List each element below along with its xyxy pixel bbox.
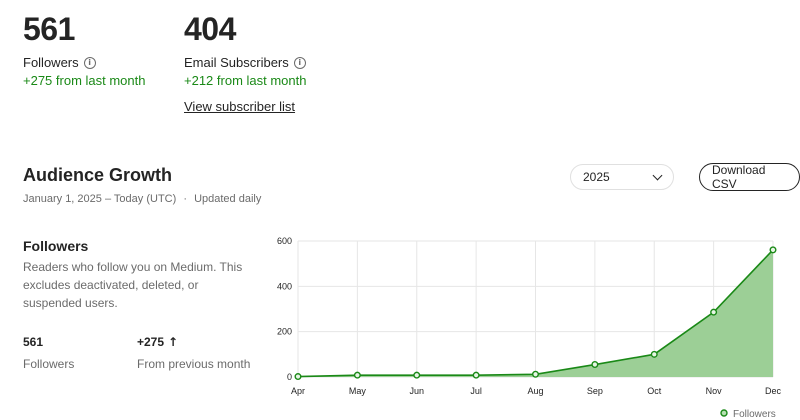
legend-marker [720,409,728,417]
followers-label: Followers [23,55,79,70]
data-point [353,371,361,379]
email-subscribers-delta: +212 from last month [184,73,307,88]
chevron-down-icon [652,170,663,180]
x-tick-label: Dec [765,386,782,396]
panel-title: Followers [23,238,89,254]
y-tick-label: 0 [287,372,292,382]
year-select-value: 2025 [583,170,610,184]
data-point [532,370,540,378]
info-icon[interactable]: i [293,56,306,69]
x-tick-label: Apr [291,386,305,396]
email-subscribers-count: 404 [184,11,236,47]
y-tick-label: 400 [277,281,292,291]
view-subscriber-list-link[interactable]: View subscriber list [184,99,296,114]
meta-separator: · [183,193,187,205]
panel-delta-label: From previous month [137,357,251,371]
data-point [650,350,658,358]
email-subscribers-label: Email Subscribers [184,55,289,70]
panel-total-label: Followers [23,357,75,371]
updated-note: Updated daily [194,193,262,205]
legend-label: Followers [733,409,776,420]
download-csv-button[interactable]: Download CSV [699,163,800,191]
panel-delta-value: +275 [137,335,165,349]
email-subscribers-label-row: Email Subscribers i [184,55,306,70]
followers-area [298,249,773,377]
info-icon[interactable]: i [83,56,96,69]
date-range: January 1, 2025 – Today (UTC) [23,193,177,205]
x-tick-label: Oct [647,386,662,396]
followers-area-chart: 0 200 400 600 Apr May Jun Jul Aug Sep Oct Nov Dec F… [277,236,782,420]
x-tick-label: Jun [409,386,424,396]
x-tick-label: Aug [527,386,543,396]
y-tick-label: 200 [277,327,292,337]
followers-label-row: Followers i [23,55,96,70]
data-point [294,373,302,381]
data-point [591,361,599,369]
year-select[interactable]: 2025 [570,164,674,190]
audience-growth-title: Audience Growth [23,165,173,185]
x-tick-label: May [349,386,367,396]
data-point [710,308,718,316]
x-tick-label: Sep [587,386,603,396]
data-point [769,246,777,254]
x-tick-label: Nov [706,386,723,396]
panel-total-value: 561 [23,335,44,349]
x-tick-label: Jul [470,386,482,396]
panel-description: Readers who follow you on Medium. This e… [23,260,243,310]
panel-delta-row: +275 ↑ [137,335,178,349]
data-point [413,371,421,379]
followers-count: 561 [23,11,75,47]
data-point [472,371,480,379]
followers-delta: +275 from last month [23,73,146,88]
arrow-up-icon: ↑ [168,335,179,349]
y-tick-label: 600 [277,236,292,246]
date-range-meta: January 1, 2025 – Today (UTC) · Updated … [23,193,261,205]
